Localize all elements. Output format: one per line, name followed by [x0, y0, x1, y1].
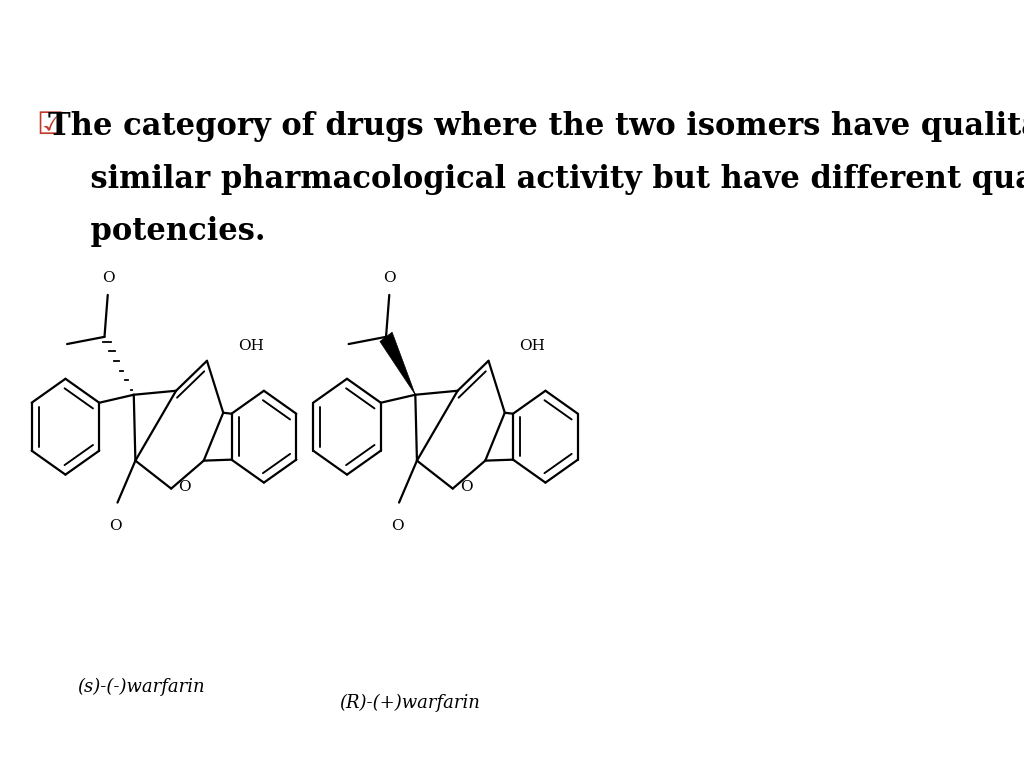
Text: O: O [102, 271, 115, 285]
Text: potencies.: potencies. [47, 216, 265, 247]
Text: The category of drugs where the two isomers have qualitatively: The category of drugs where the two isom… [47, 111, 1024, 142]
Polygon shape [380, 333, 416, 395]
Text: ☑: ☑ [36, 111, 63, 141]
Text: (R)-(+)warfarin: (R)-(+)warfarin [339, 694, 480, 712]
Text: O: O [460, 479, 473, 494]
Text: similar pharmacological activity but have different quantitative: similar pharmacological activity but hav… [47, 164, 1024, 194]
Text: (s)-(-)warfarin: (s)-(-)warfarin [77, 678, 205, 697]
Text: OH: OH [519, 339, 546, 353]
Text: O: O [384, 271, 396, 285]
Text: O: O [110, 519, 122, 533]
Text: O: O [391, 519, 403, 533]
Text: OH: OH [238, 339, 264, 353]
Text: O: O [178, 479, 191, 494]
